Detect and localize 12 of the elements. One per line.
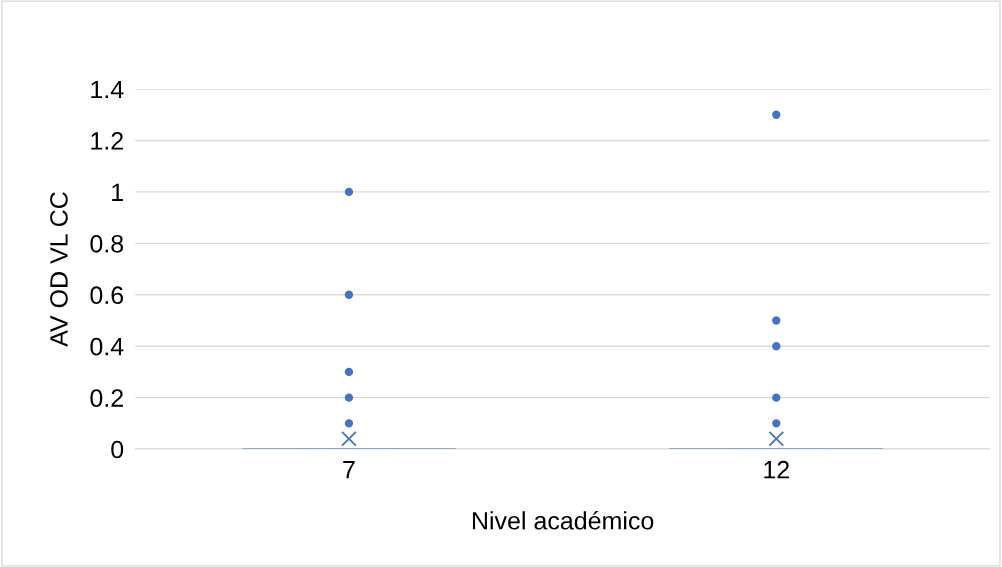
y-tick-label: 1.2 [91, 132, 123, 150]
y-tick-label: 1 [112, 183, 123, 201]
y-tick-label: 0 [111, 440, 124, 459]
y-tick-label: 0.2 [90, 389, 123, 407]
y-tick-label: 1.4 [91, 80, 124, 99]
x-axis-title: Nivel académico [472, 510, 654, 530]
y-tick-label: 0.6 [90, 286, 124, 305]
x-tick-label: 12 [764, 460, 789, 479]
y-tick-label: 0.4 [90, 337, 124, 356]
y-axis-title: AV OD VL CC [50, 192, 68, 347]
x-tick-label: 7 [343, 461, 355, 479]
y-tick-label: 0.8 [90, 234, 124, 253]
